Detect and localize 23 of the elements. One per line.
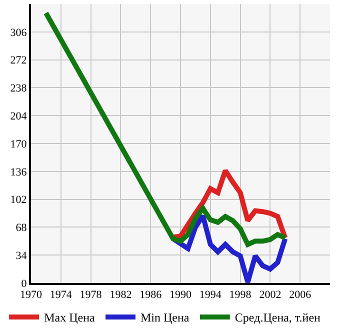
- legend-label: Max Цена: [44, 310, 96, 325]
- legend-label: Сред.Цена, т.йен: [234, 310, 322, 325]
- x-tick-label: 2006: [289, 289, 312, 302]
- x-tick-label: 1970: [20, 289, 42, 302]
- x-tick-label: 1978: [80, 289, 102, 302]
- y-tick-label: 238: [10, 82, 28, 95]
- y-tick-label: 272: [10, 54, 27, 67]
- y-tick-label: 170: [10, 138, 28, 150]
- x-tick-label: 1986: [140, 289, 162, 302]
- x-tick-label: 1998: [229, 289, 252, 302]
- y-tick-label: 204: [10, 110, 28, 122]
- y-tick-label: 306: [10, 26, 28, 39]
- y-tick-label: 136: [10, 166, 28, 178]
- y-tick-label: 102: [10, 194, 27, 206]
- legend-label: Min Цена: [140, 310, 190, 325]
- x-tick-label: 2002: [259, 289, 282, 302]
- x-tick-label: 1982: [110, 289, 132, 302]
- y-tick-label: 34: [16, 250, 28, 262]
- x-tick-label: 1974: [50, 289, 72, 302]
- y-tick-label: 0: [21, 278, 28, 290]
- y-tick-label: 68: [16, 222, 28, 234]
- x-tick-label: 1990: [170, 289, 192, 302]
- x-tick-label: 1994: [199, 289, 222, 302]
